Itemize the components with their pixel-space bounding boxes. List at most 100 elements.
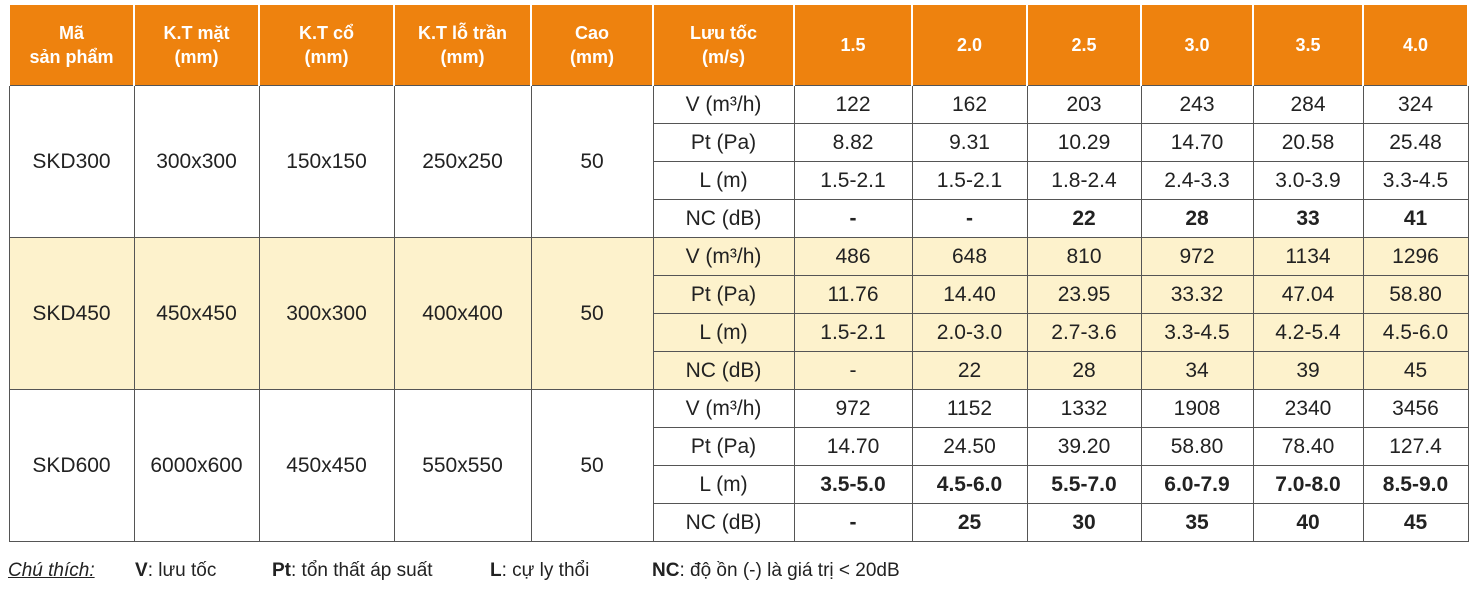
header-cell: Lưu tốc (m/s) bbox=[652, 5, 795, 86]
param-value: 4.5-6.0 bbox=[911, 465, 1028, 504]
param-label: L (m) bbox=[652, 465, 795, 504]
param-value: 972 bbox=[793, 389, 913, 428]
param-value: 34 bbox=[1140, 351, 1254, 390]
param-value: 39 bbox=[1252, 351, 1364, 390]
param-value: 14.70 bbox=[1140, 123, 1254, 162]
param-label: NC (dB) bbox=[652, 199, 795, 238]
footnote-key: V bbox=[135, 560, 148, 581]
product-height: 50 bbox=[530, 389, 654, 542]
param-value: 47.04 bbox=[1252, 275, 1364, 314]
footnote-item: NC: độ ồn (-) là giá trị < 20dB bbox=[652, 560, 900, 582]
spec-table: Mã sản phẩm K.T mặt (mm) K.T cổ (mm) K.T lỗ tr… bbox=[8, 5, 1469, 542]
data-row: L (m) 1.5-2.1 1.5-2.1 1.8-2.4 2.4-3.3 3.0-3.9… bbox=[9, 161, 1469, 200]
param-value: 324 bbox=[1362, 85, 1469, 124]
param-value: 24.50 bbox=[911, 427, 1028, 466]
param-value: - bbox=[793, 351, 913, 390]
velocity-header: 1.5 bbox=[793, 5, 913, 86]
param-label: L (m) bbox=[652, 313, 795, 352]
param-value: 1.8-2.4 bbox=[1026, 161, 1142, 200]
param-value: 23.95 bbox=[1026, 275, 1142, 314]
param-value: - bbox=[793, 199, 913, 238]
param-value: 30 bbox=[1026, 503, 1142, 542]
param-value: 1.5-2.1 bbox=[911, 161, 1028, 200]
velocity-header: 3.0 bbox=[1140, 5, 1254, 86]
header-line: (mm) bbox=[570, 47, 614, 67]
param-value: 58.80 bbox=[1140, 427, 1254, 466]
param-value: 1296 bbox=[1362, 237, 1469, 276]
velocity-header: 4.0 bbox=[1362, 5, 1469, 86]
header-cell: Mã sản phẩm bbox=[8, 5, 135, 86]
data-row: NC (dB) -25 30 35 40 45 bbox=[9, 503, 1469, 542]
param-value: 162 bbox=[911, 85, 1028, 124]
data-row: SKD300 300x300 150x150 250x250 50 V (m³/h) 122… bbox=[8, 85, 1469, 238]
product-face: 450x450 bbox=[133, 237, 260, 390]
param-label: V (m³/h) bbox=[652, 389, 795, 428]
data-row: L (m) 3.5-5.0 4.5-6.0 5.5-7.0 6.0-7.9 7.0-8.0… bbox=[9, 465, 1469, 504]
product-height: 50 bbox=[530, 237, 654, 390]
data-row: Pt (Pa) 8.82 9.31 10.29 14.70 20.58 25.48 bbox=[9, 123, 1469, 162]
header-cell: K.T mặt (mm) bbox=[133, 5, 260, 86]
param-value: 25 bbox=[911, 503, 1028, 542]
param-value: 122 bbox=[793, 85, 913, 124]
param-value: 58.80 bbox=[1362, 275, 1469, 314]
velocity-header: 2.5 bbox=[1026, 5, 1142, 86]
velocity-header: 3.5 bbox=[1252, 5, 1364, 86]
product-neck: 300x300 bbox=[258, 237, 395, 390]
param-value: 28 bbox=[1026, 351, 1142, 390]
product-neck: 150x150 bbox=[258, 85, 395, 238]
param-value: 6.0-7.9 bbox=[1140, 465, 1254, 504]
product-code: SKD450 bbox=[8, 237, 135, 390]
param-value: 1332 bbox=[1026, 389, 1142, 428]
param-value: 2340 bbox=[1252, 389, 1364, 428]
header-line: sản phẩm bbox=[29, 47, 114, 67]
param-value: 35 bbox=[1140, 503, 1254, 542]
footnote-text: : cự ly thổi bbox=[501, 560, 590, 581]
header-line: (mm) bbox=[440, 47, 485, 67]
footnote-text: : độ ồn (-) là giá trị < 20dB bbox=[679, 560, 900, 581]
param-label: Pt (Pa) bbox=[652, 427, 795, 466]
header-cell: K.T cổ (mm) bbox=[258, 5, 395, 86]
data-row: Pt (Pa) 14.70 24.50 39.20 58.80 78.40 127.4 bbox=[9, 427, 1469, 466]
param-label: Pt (Pa) bbox=[652, 275, 795, 314]
param-value: 10.29 bbox=[1026, 123, 1142, 162]
param-label: V (m³/h) bbox=[652, 85, 795, 124]
param-label: Pt (Pa) bbox=[652, 123, 795, 162]
data-row: L (m) 1.5-2.1 2.0-3.0 2.7-3.6 3.3-4.5 4.2-5.4… bbox=[9, 313, 1469, 352]
param-value: 25.48 bbox=[1362, 123, 1469, 162]
param-value: 972 bbox=[1140, 237, 1254, 276]
param-value: 40 bbox=[1252, 503, 1364, 542]
footnote-key: NC bbox=[652, 560, 680, 581]
footnote-key: L bbox=[490, 560, 502, 581]
param-label: NC (dB) bbox=[652, 503, 795, 542]
param-value: 2.4-3.3 bbox=[1140, 161, 1254, 200]
param-value: 1.5-2.1 bbox=[793, 313, 913, 352]
header-line: Mã bbox=[58, 23, 84, 43]
param-value: 22 bbox=[1026, 199, 1142, 238]
product-neck: 450x450 bbox=[258, 389, 395, 542]
product-hole: 400x400 bbox=[393, 237, 532, 390]
data-row: NC (dB) - -22 28 33 41 bbox=[9, 199, 1469, 238]
header-line: (mm) bbox=[174, 47, 219, 67]
header-line: Cao bbox=[574, 23, 609, 43]
param-value: 11.76 bbox=[793, 275, 913, 314]
header-line: K.T lỗ trần bbox=[418, 23, 507, 43]
product-hole: 550x550 bbox=[393, 389, 532, 542]
product-code: SKD600 bbox=[8, 389, 135, 542]
product-code: SKD300 bbox=[8, 85, 135, 238]
product-face: 6000x600 bbox=[133, 389, 260, 542]
param-value: 243 bbox=[1140, 85, 1254, 124]
param-label: NC (dB) bbox=[652, 351, 795, 390]
param-value: 1152 bbox=[911, 389, 1028, 428]
data-row: SKD600 6000x600 450x450 550x550 50 V (m³/h) 97… bbox=[8, 389, 1469, 542]
header-row: Mã sản phẩm K.T mặt (mm) K.T cổ (mm) K.T lỗ tr… bbox=[8, 5, 1469, 86]
param-value: 1908 bbox=[1140, 389, 1254, 428]
param-value: 45 bbox=[1362, 351, 1469, 390]
param-value: 78.40 bbox=[1252, 427, 1364, 466]
param-label: V (m³/h) bbox=[652, 237, 795, 276]
param-value: 3456 bbox=[1362, 389, 1469, 428]
footnote-title: Chú thích: bbox=[8, 560, 95, 581]
param-value: 203 bbox=[1026, 85, 1142, 124]
data-row: Pt (Pa) 11.76 14.40 23.95 33.32 47.04 58.80 bbox=[9, 275, 1469, 314]
param-value: 39.20 bbox=[1026, 427, 1142, 466]
